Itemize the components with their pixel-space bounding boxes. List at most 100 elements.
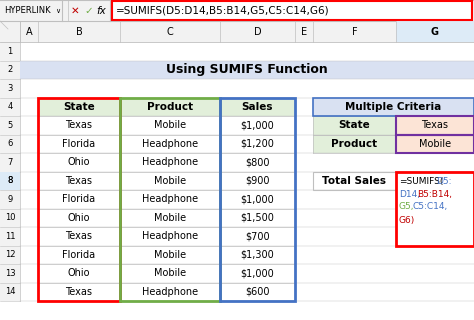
Text: 2: 2 <box>8 65 13 74</box>
Text: $900: $900 <box>245 176 270 186</box>
Bar <box>313 98 474 116</box>
Bar <box>38 98 120 301</box>
Text: Headphone: Headphone <box>142 287 198 297</box>
Bar <box>120 98 220 116</box>
Bar <box>20 98 474 116</box>
Bar <box>220 98 295 301</box>
Text: D: D <box>254 27 261 36</box>
Text: fx: fx <box>96 5 106 15</box>
Text: Mobile: Mobile <box>419 139 451 149</box>
Text: Product: Product <box>147 102 193 112</box>
Bar <box>0 60 20 79</box>
Text: B: B <box>76 27 82 36</box>
Bar <box>0 42 20 60</box>
Text: G5,: G5, <box>399 203 414 212</box>
Text: ✓: ✓ <box>84 5 93 15</box>
Text: Texas: Texas <box>65 176 92 186</box>
Bar <box>0 172 20 190</box>
Text: Ohio: Ohio <box>68 213 90 223</box>
Text: $1,200: $1,200 <box>241 139 274 149</box>
Text: $1,000: $1,000 <box>241 194 274 204</box>
Bar <box>20 227 474 245</box>
Bar <box>313 172 396 190</box>
Text: E: E <box>301 27 307 36</box>
Text: Product: Product <box>331 139 378 149</box>
Bar <box>220 98 295 116</box>
Bar <box>396 172 474 245</box>
Bar <box>396 116 474 134</box>
Bar <box>0 98 20 116</box>
Text: Mobile: Mobile <box>154 268 186 278</box>
Bar <box>38 98 120 116</box>
Text: =SUMIFS(D5:D14,B5:B14,G5,C5:C14,G6): =SUMIFS(D5:D14,B5:B14,G5,C5:C14,G6) <box>116 5 329 15</box>
Text: $1,500: $1,500 <box>241 213 274 223</box>
Bar <box>396 21 474 42</box>
Bar <box>313 172 396 190</box>
Bar <box>112 1 472 20</box>
Text: Headphone: Headphone <box>142 139 198 149</box>
Text: $800: $800 <box>245 157 270 167</box>
Text: 6: 6 <box>7 139 13 148</box>
Text: 3: 3 <box>7 84 13 93</box>
Text: Headphone: Headphone <box>142 194 198 204</box>
Text: 8: 8 <box>7 176 13 185</box>
Bar <box>0 190 20 209</box>
Bar <box>0 245 20 264</box>
Text: Texas: Texas <box>65 120 92 130</box>
Bar <box>20 42 474 60</box>
Bar <box>0 264 20 283</box>
Bar <box>0 153 20 172</box>
Text: Ohio: Ohio <box>68 157 90 167</box>
Bar <box>20 172 474 190</box>
Text: B5:B14,: B5:B14, <box>418 189 452 198</box>
Text: Ohio: Ohio <box>68 268 90 278</box>
Text: Sales: Sales <box>242 102 273 112</box>
Text: G6): G6) <box>399 215 415 225</box>
Text: 9: 9 <box>8 195 13 204</box>
Bar <box>0 227 20 245</box>
Bar <box>0 0 474 21</box>
Text: Headphone: Headphone <box>142 231 198 241</box>
Bar <box>20 245 474 264</box>
Text: $1,300: $1,300 <box>241 250 274 260</box>
Text: HYPERLINK: HYPERLINK <box>4 6 51 15</box>
Text: Mobile: Mobile <box>154 250 186 260</box>
Text: Texas: Texas <box>421 120 448 130</box>
Text: 1: 1 <box>8 47 13 56</box>
Bar <box>20 79 474 98</box>
Bar <box>0 209 20 227</box>
Bar <box>20 209 474 227</box>
Bar <box>20 153 474 172</box>
Text: Mobile: Mobile <box>154 213 186 223</box>
Bar <box>20 264 474 283</box>
Text: State: State <box>63 102 95 112</box>
Text: F: F <box>352 27 357 36</box>
Bar <box>20 116 474 134</box>
Bar <box>396 134 474 153</box>
Text: $600: $600 <box>245 287 270 297</box>
Text: Headphone: Headphone <box>142 157 198 167</box>
Text: Mobile: Mobile <box>154 176 186 186</box>
Text: 5: 5 <box>8 121 13 130</box>
Bar <box>20 60 474 79</box>
Bar <box>0 116 20 134</box>
Text: $1,000: $1,000 <box>241 268 274 278</box>
Bar <box>20 60 474 79</box>
Text: ∨: ∨ <box>55 7 60 13</box>
Text: A: A <box>26 27 32 36</box>
Text: G: G <box>431 27 439 36</box>
Text: Texas: Texas <box>65 287 92 297</box>
Bar <box>20 134 474 153</box>
Text: Multiple Criteria: Multiple Criteria <box>346 102 442 112</box>
Bar <box>0 79 20 98</box>
Bar <box>0 134 20 153</box>
Text: State: State <box>338 120 370 130</box>
Text: $1,000: $1,000 <box>241 120 274 130</box>
Text: Total Sales: Total Sales <box>322 176 386 186</box>
Bar <box>120 98 220 301</box>
Bar <box>0 21 474 42</box>
Text: =SUMIFS(: =SUMIFS( <box>399 177 443 186</box>
Text: 14: 14 <box>5 287 15 296</box>
Text: Florida: Florida <box>63 139 96 149</box>
Text: 12: 12 <box>5 250 15 259</box>
